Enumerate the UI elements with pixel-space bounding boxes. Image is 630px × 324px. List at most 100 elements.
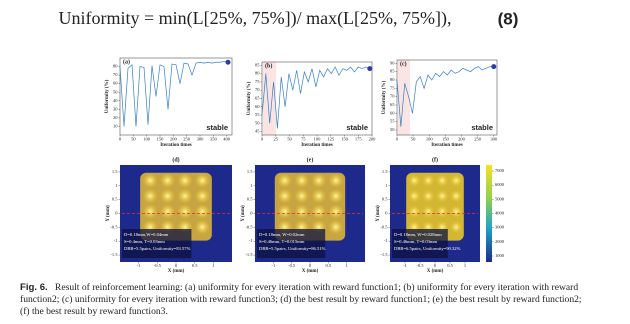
x-tick-label: 0.5 (447, 263, 453, 268)
x-tick-label: 1 (212, 263, 214, 268)
y-tick-label: 60 (113, 81, 118, 86)
emission-spot (277, 203, 293, 220)
x-axis-label: Iteration times (431, 143, 463, 148)
x-tick-label: 350 (210, 137, 218, 142)
x-tick-label: 0.5 (326, 263, 332, 268)
colorbar-tick-label: 3000 (495, 225, 505, 230)
y-tick-label: 1 (115, 183, 117, 188)
emission-spot (194, 203, 211, 220)
y-tick-label: 30 (113, 106, 118, 111)
y-tick-label: -1.5 (380, 252, 388, 257)
x-tick-label: 0 (434, 263, 437, 268)
note-box (122, 229, 192, 259)
colorbar-tick-label: 6000 (495, 182, 505, 187)
emission-spot (435, 189, 449, 203)
y-axis-label: Y (mm) (241, 205, 246, 222)
x-axis-label: X (mm) (302, 269, 319, 274)
x-tick-label: 150 (341, 137, 349, 142)
y-tick-label: 85 (390, 69, 395, 74)
emission-spot (328, 172, 344, 189)
y-tick-label: 10 (113, 123, 118, 128)
map-glow (274, 172, 346, 241)
emission-spot (159, 172, 176, 189)
x-tick-label: 200 (458, 137, 466, 142)
y-tick-label: -1.5 (110, 252, 118, 257)
x-tick-label: 200 (170, 137, 178, 142)
map-note: D=0.18mm, W=0.028mm (394, 232, 442, 238)
emission-spot (277, 172, 293, 189)
x-tick-label: 50 (287, 137, 292, 142)
emission-spot (449, 205, 463, 218)
x-tick-label: 175 (355, 137, 363, 142)
x-tick-label: 0.5 (192, 263, 198, 268)
y-tick-label: 55 (390, 119, 395, 124)
y-tick-label: 0.5 (112, 197, 118, 202)
y-tick-label: 75 (390, 85, 395, 90)
y-tick-label: -0.5 (245, 224, 253, 229)
y-tick-label: 80 (390, 77, 395, 82)
x-tick-label: 0 (175, 263, 178, 268)
y-tick-label: -1 (114, 238, 118, 243)
emission-spot (177, 172, 193, 189)
y-axis-label: Uniformity (%) (247, 81, 252, 115)
uniformity-line (119, 61, 229, 127)
map-note: S=0.46mm, T=0.015mm (259, 239, 305, 245)
y-tick-label: 80 (255, 71, 260, 76)
emission-spot (311, 172, 327, 189)
x-tick-label: 100 (426, 137, 434, 142)
x-tick-label: 125 (327, 137, 335, 142)
exploration-shade (398, 60, 410, 135)
emission-spot (449, 174, 463, 187)
caption: Fig. 6. Result of reinforcement learning… (20, 282, 620, 318)
emission-spot (277, 188, 293, 204)
map-glow (140, 172, 212, 241)
y-tick-label: 0.5 (382, 197, 388, 202)
y-tick-label: 1 (250, 183, 252, 188)
y-tick-label: 80 (113, 64, 118, 69)
y-tick-label: -1 (249, 238, 253, 243)
x-tick-label: -1 (137, 263, 141, 268)
y-axis-label: Y (mm) (106, 205, 111, 222)
y-tick-label: 0 (250, 211, 253, 216)
map-note: DBR=5.5pairs, Uniformity=86.51% (259, 246, 326, 252)
emission-spot (449, 189, 463, 203)
x-tick-label: 100 (314, 137, 322, 142)
caption-label: Fig. 6. (20, 282, 48, 293)
x-tick-label: 0 (119, 137, 122, 142)
emission-spot (177, 203, 193, 220)
emission-spot (421, 189, 435, 203)
emission-spot (177, 188, 193, 204)
panel-label: (b) (265, 62, 272, 69)
emission-spot (421, 205, 435, 218)
x-tick-label: 50 (131, 137, 136, 142)
emission-spot (328, 203, 344, 220)
x-axis-label: Iteration times (160, 143, 192, 148)
y-tick-label: 50 (255, 120, 260, 125)
equation: Uniformity = min(L[25%, 75%])/ max(L[25%… (58, 8, 451, 29)
y-tick-label: 50 (390, 127, 395, 132)
y-axis-label: Y (mm) (376, 205, 381, 222)
map-note: S=0.46mm, T=0.03mm (394, 239, 438, 245)
y-tick-label: 65 (390, 102, 395, 107)
caption-line: (f) the best result by reward function3. (20, 306, 168, 317)
emission-spot (408, 205, 421, 218)
emission-spot (449, 220, 463, 234)
emission-spot (435, 174, 449, 187)
emission-spot (408, 189, 421, 203)
y-tick-label: 85 (255, 62, 260, 67)
final-point (225, 59, 231, 65)
y-tick-label: 60 (255, 104, 260, 109)
uniformity-line (261, 66, 370, 129)
emission-spot (142, 172, 159, 189)
y-tick-label: 40 (113, 98, 118, 103)
y-tick-label: 70 (390, 94, 395, 99)
y-tick-label: 90 (390, 60, 395, 65)
x-tick-label: 250 (183, 137, 191, 142)
x-axis-label: Iteration times (301, 143, 333, 148)
emission-spot (142, 203, 159, 220)
x-tick-label: 50 (411, 137, 416, 142)
colorbar-tick-label: 7000 (495, 168, 505, 173)
x-tick-label: 0 (309, 263, 312, 268)
y-tick-label: -1.5 (245, 252, 253, 257)
